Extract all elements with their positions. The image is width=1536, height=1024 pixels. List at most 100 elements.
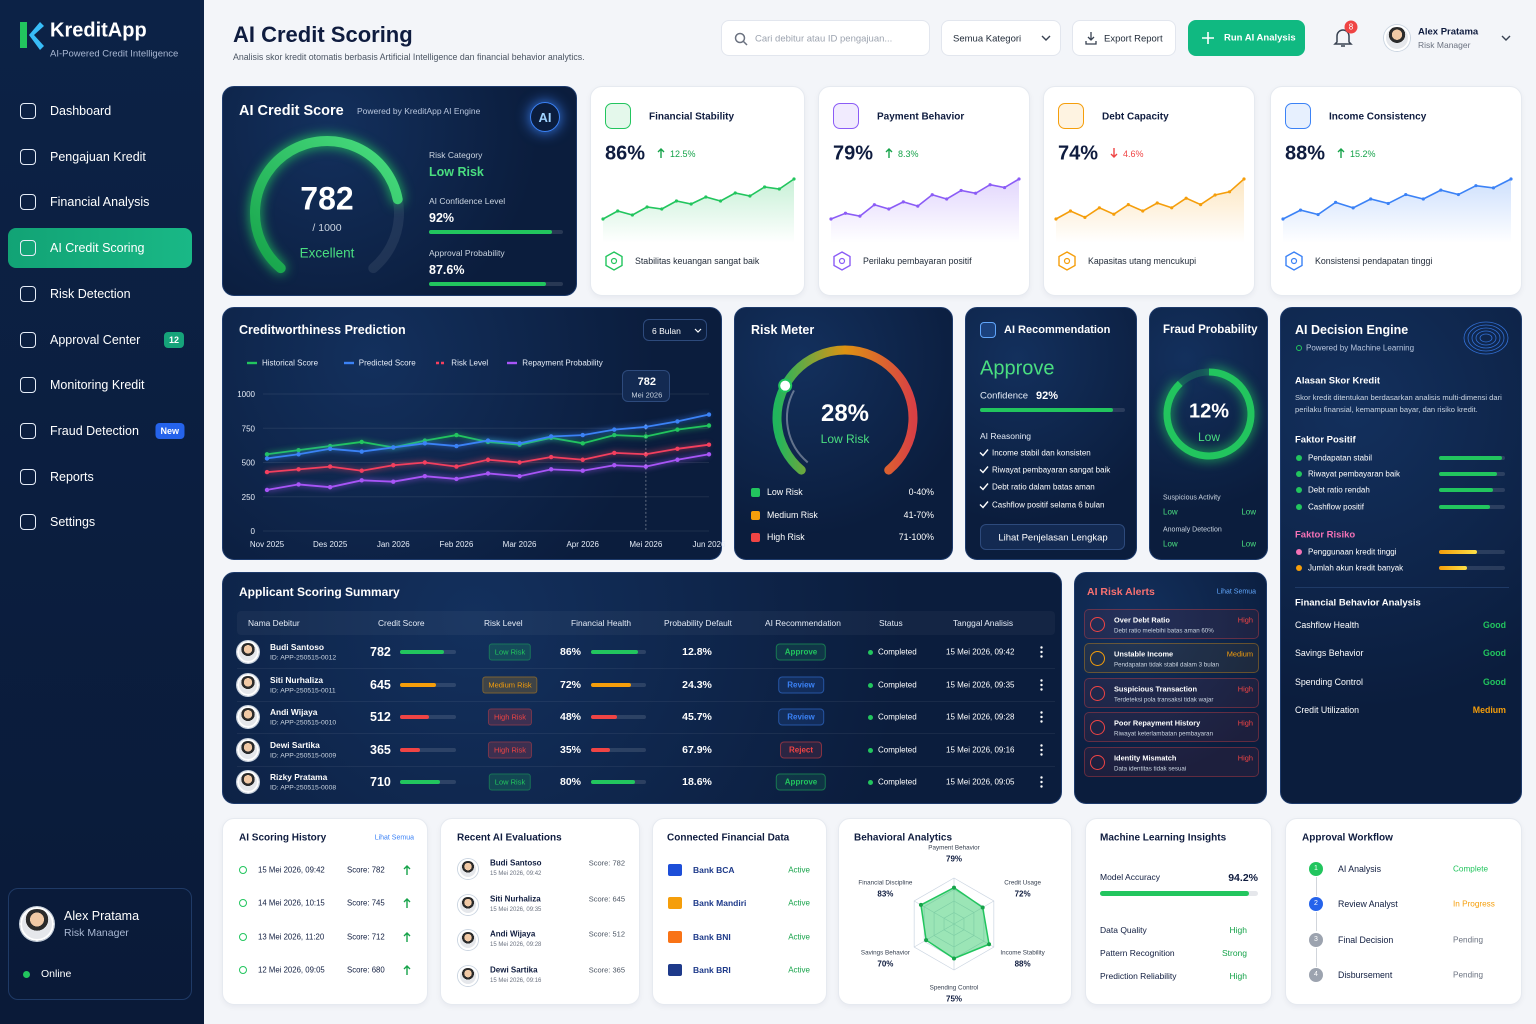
- reason: Income stabil dan konsisten: [992, 448, 1091, 458]
- category-filter[interactable]: Semua Kategori: [941, 20, 1061, 56]
- series-point: [359, 478, 364, 483]
- series-point: [327, 446, 333, 451]
- chevron: [1041, 35, 1051, 41]
- bar-fill: [1439, 456, 1502, 460]
- series-point: [485, 457, 491, 462]
- nav-item[interactable]: Pengajuan Kredit: [8, 137, 192, 177]
- menu-dot: [1040, 678, 1043, 682]
- history-date: 15 Mei 2026, 09:42: [258, 865, 325, 875]
- item-label: Approval Probability: [429, 248, 505, 258]
- sparkline-point: [1184, 196, 1188, 200]
- bar-track: [591, 747, 646, 752]
- applicant-name: Andi Wijaya: [270, 707, 318, 718]
- alert-desc: Data identitas tidak sesuai: [1114, 765, 1187, 773]
- plus-icon: [1202, 32, 1214, 44]
- analysis-date: 15 Mei 2026, 09:05: [946, 777, 1015, 787]
- level-swatch: [751, 533, 760, 542]
- factor-label: Pendapatan stabil: [1308, 453, 1373, 463]
- alert-title: Suspicious Transaction: [1114, 684, 1197, 694]
- icon: [20, 377, 36, 394]
- explain-button[interactable]: Lihat Penjelasan Lengkap: [980, 524, 1125, 550]
- nav-item[interactable]: Dashboard: [8, 91, 192, 131]
- sparkline-point: [1456, 192, 1460, 197]
- nav-item[interactable]: Reports: [8, 457, 192, 497]
- series-point: [296, 447, 301, 453]
- status-dot: [868, 780, 873, 786]
- page-subtitle: Analisis skor kredit otomatis berbasis A…: [233, 52, 585, 62]
- trend-glyph: [403, 965, 411, 976]
- series-point: [675, 457, 680, 462]
- nav-item[interactable]: Approval Center 12: [8, 320, 192, 360]
- card-title: AI Decision Engine: [1295, 323, 1409, 337]
- nav-item[interactable]: AI Credit Scoring: [8, 228, 192, 269]
- evaluation-name: Siti Nurhaliza: [490, 894, 541, 904]
- icon: [20, 468, 36, 485]
- alert-icon: [1090, 754, 1105, 770]
- card-title: AI Recommendation: [1004, 324, 1111, 336]
- series-point: [422, 460, 428, 465]
- series-point: [517, 460, 522, 465]
- bar-fill: [1439, 488, 1494, 493]
- nav-item[interactable]: Financial Analysis: [8, 182, 192, 222]
- nav-item[interactable]: Fraud Detection New: [8, 411, 192, 451]
- analysis-date: 15 Mei 2026, 09:28: [946, 712, 1015, 722]
- nav-item[interactable]: Monitoring Kredit: [8, 365, 192, 405]
- alert-item: Suspicious Transaction Terdeteksi pola tr…: [1084, 677, 1259, 708]
- sparkline-point: [1126, 203, 1130, 207]
- series-point: [706, 452, 712, 457]
- nav-label: Reports: [50, 469, 94, 484]
- applicant-name: Dewi Sartika: [270, 739, 320, 750]
- sparkline-point: [748, 194, 752, 198]
- row-divider: [237, 765, 1055, 767]
- alert-level: High: [1237, 718, 1253, 728]
- step-status: Pending: [1453, 970, 1484, 980]
- export-button[interactable]: Export Report: [1072, 20, 1176, 56]
- metric-note: Perilaku pembayaran positif: [863, 256, 972, 266]
- series-point: [296, 482, 301, 487]
- alert-title: Identity Mismatch: [1114, 753, 1177, 763]
- brain-glyph: [1479, 333, 1493, 343]
- check-value: Low: [1163, 507, 1178, 517]
- radar-value: 83%: [877, 889, 894, 899]
- trend-glyph: [1110, 148, 1118, 158]
- factor-dot: [1296, 565, 1302, 572]
- logo: [20, 22, 44, 50]
- sparkline-point: [777, 187, 781, 191]
- status-dot: [23, 971, 30, 978]
- view-all-link[interactable]: Lihat Semua: [374, 834, 414, 842]
- view-all-link[interactable]: Lihat Semua: [1216, 588, 1256, 596]
- sparkline-point: [959, 188, 963, 193]
- nav-label: Fraud Detection: [50, 423, 139, 438]
- level-label: Low Risk: [767, 487, 803, 497]
- step-label: AI Analysis: [1338, 864, 1382, 874]
- range-dropdown[interactable]: 6 Bulan: [643, 319, 707, 341]
- trend-arrow: [403, 898, 411, 909]
- search-glyph: [734, 32, 746, 44]
- history-date: 14 Mei 2026, 10:15: [258, 898, 325, 908]
- behavior-status: Good: [1483, 648, 1506, 659]
- menu-dot: [1040, 744, 1043, 747]
- menu-dot: [1040, 683, 1043, 686]
- timeline-dot: [239, 866, 247, 874]
- insight-label: Data Quality: [1100, 925, 1147, 935]
- probability-default: 67.9%: [682, 743, 712, 756]
- insight-value: High: [1229, 925, 1247, 935]
- section-title: Faktor Risiko: [1295, 529, 1356, 541]
- radar-axis: [953, 900, 995, 925]
- search-box[interactable]: Cari debitur atau ID pengajuan...: [721, 20, 930, 56]
- filter-label: Semua Kategori: [953, 33, 1022, 45]
- bar-fill: [980, 408, 1114, 412]
- sparkline-point: [1068, 209, 1073, 213]
- icon: [20, 514, 36, 531]
- factor-dot: [1296, 471, 1302, 478]
- nav-item[interactable]: Risk Detection: [8, 274, 192, 314]
- status-dot: [868, 650, 873, 655]
- icon: [833, 103, 859, 129]
- level-range: 41-70%: [903, 509, 934, 520]
- sparkline-point: [763, 185, 767, 189]
- run-button[interactable]: Run AI Analysis: [1188, 20, 1305, 56]
- insight-value: Strong: [1221, 948, 1247, 958]
- nav-item[interactable]: Settings: [8, 502, 192, 542]
- behavior-status: Good: [1483, 676, 1506, 687]
- column-header: Probability Default: [664, 618, 732, 628]
